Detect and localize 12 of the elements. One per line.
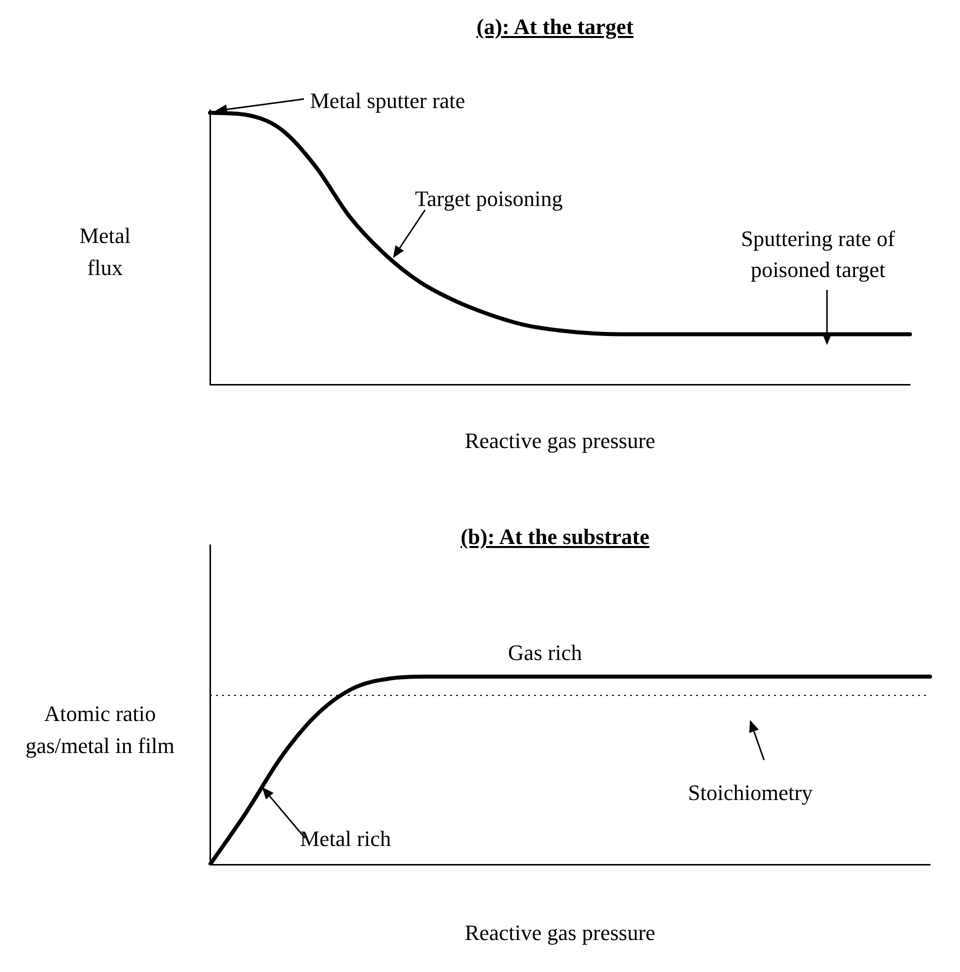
x-axis-title: Reactive gas pressure xyxy=(464,920,656,946)
y-axis-title: Metal flux xyxy=(78,222,132,282)
text: Gas rich xyxy=(508,640,582,666)
annotation: Metal sputter rate xyxy=(310,88,466,114)
annotation: Metal rich xyxy=(300,826,392,852)
y-axis-title: Atomic ratio gas/metal in film xyxy=(25,700,175,760)
x-axis-title: Reactive gas pressure xyxy=(464,428,656,454)
chart-title: (b): At the substrate xyxy=(460,524,650,550)
annotation: Target poisoning xyxy=(415,186,563,212)
chart-title: (a): At the target xyxy=(476,14,634,40)
annotation: Sputtering rate of poisoned target xyxy=(740,225,896,284)
annotation: Stoichiometry xyxy=(688,780,813,806)
